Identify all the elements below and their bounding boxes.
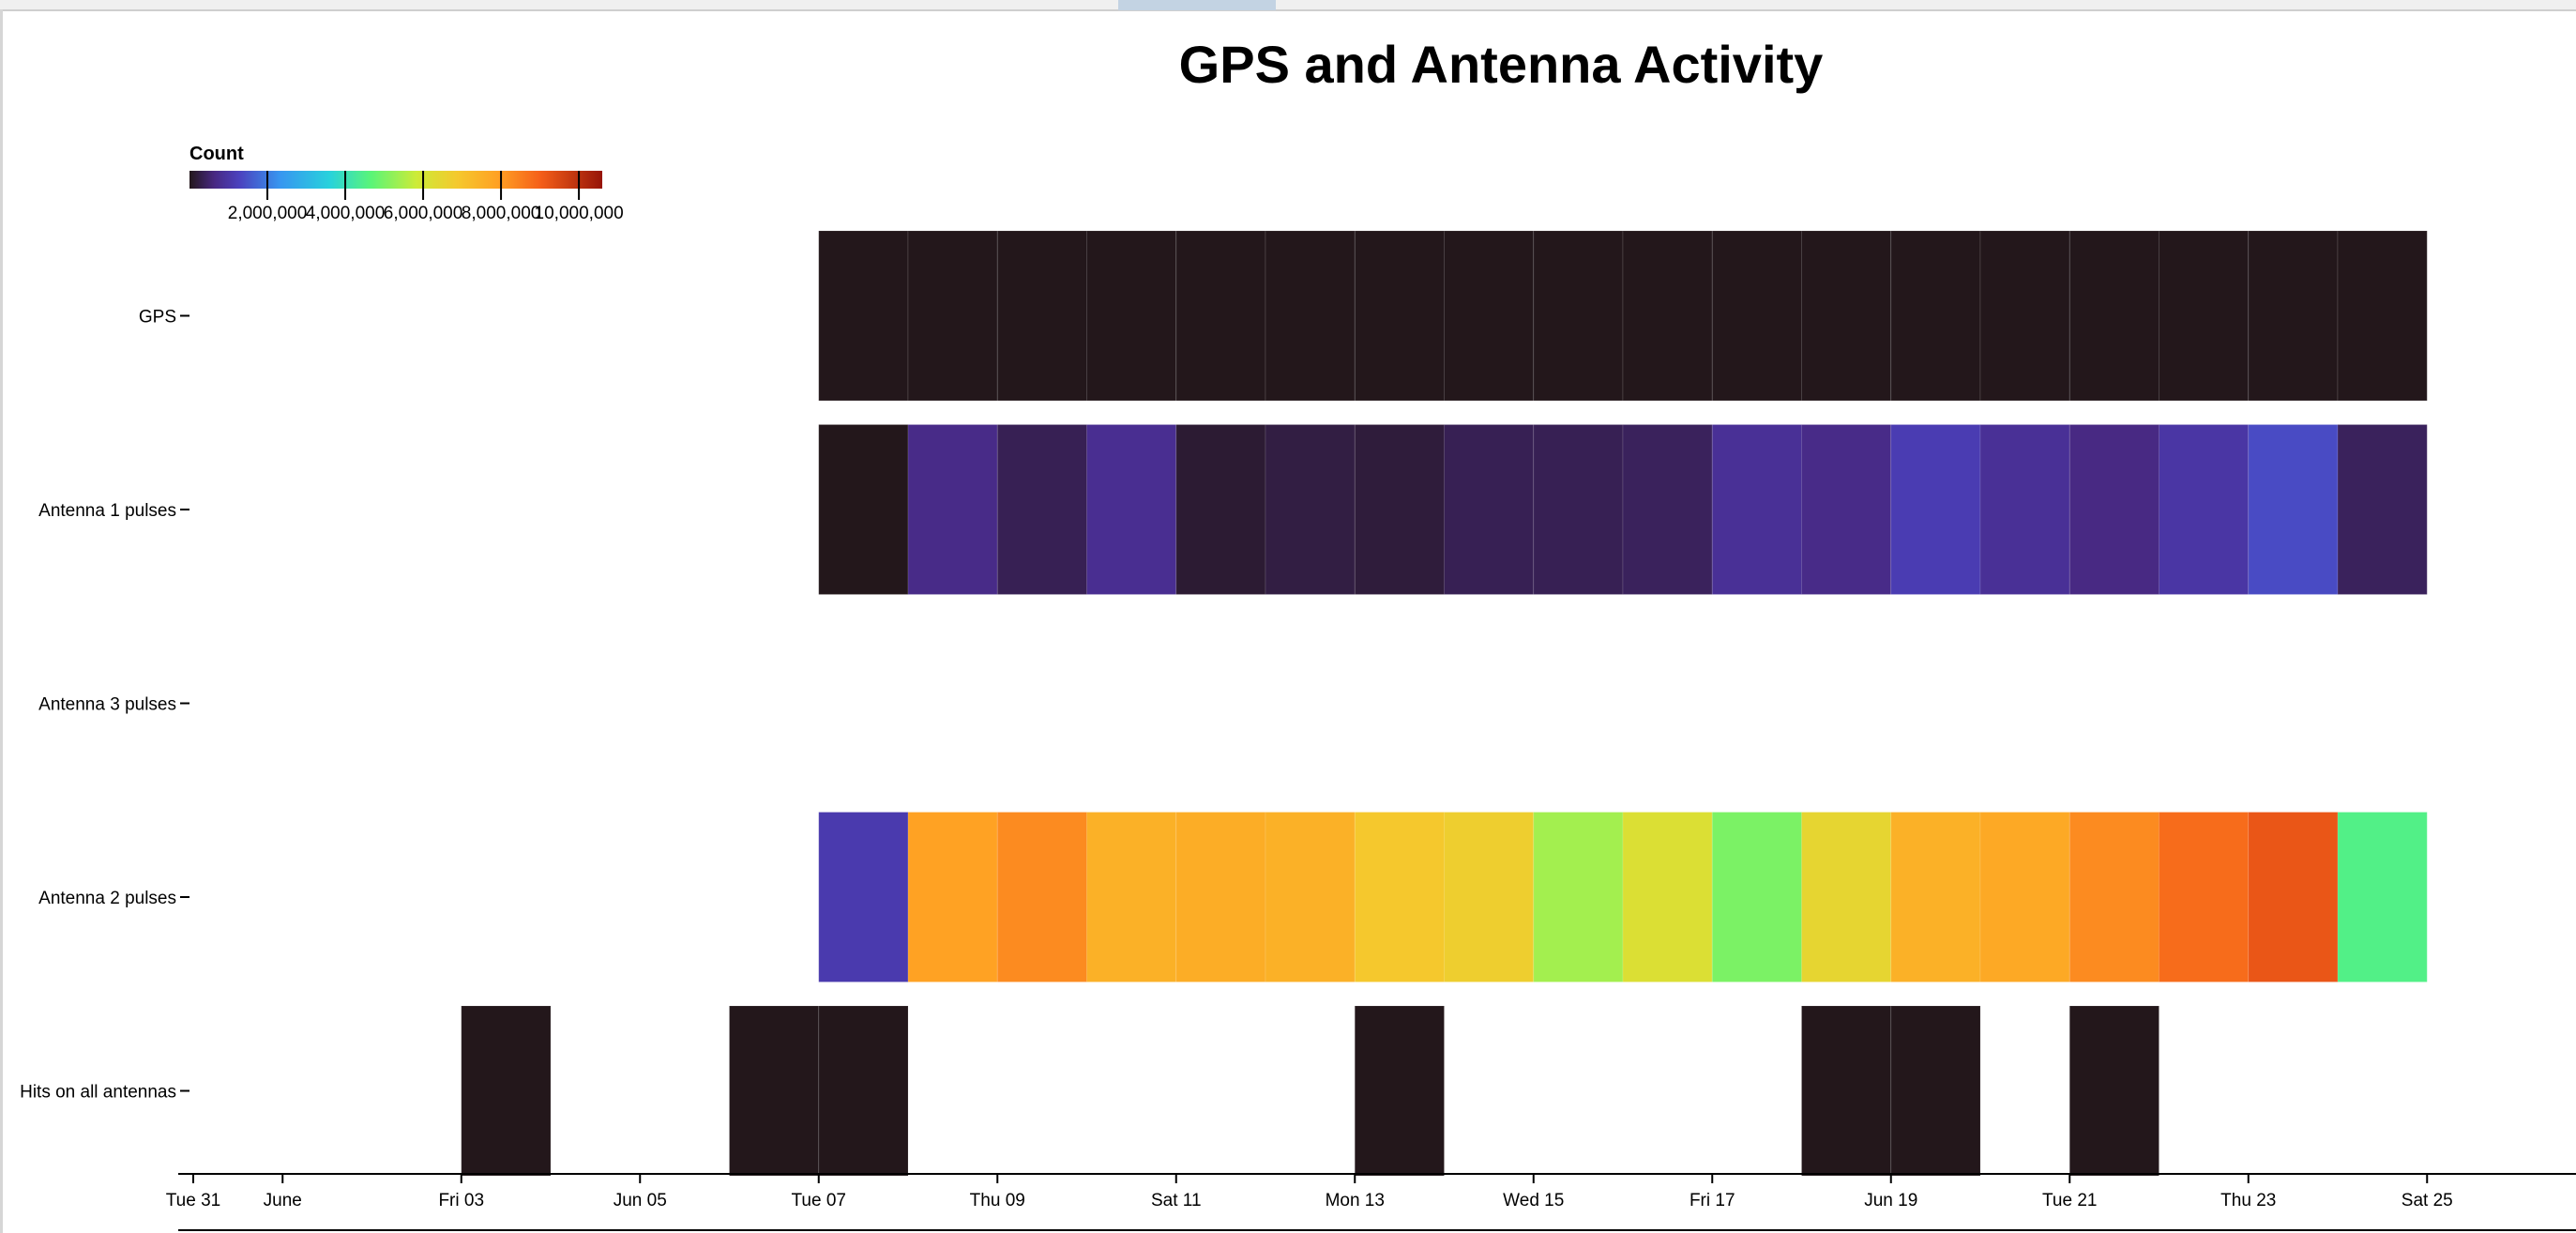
heatmap-cell xyxy=(1711,812,1802,982)
row-label: Antenna 3 pulses xyxy=(38,695,176,715)
heatmap-cell xyxy=(818,812,909,982)
heatmap-cell xyxy=(2159,424,2250,595)
heatmap-cell xyxy=(1801,812,1892,982)
heatmap-cell xyxy=(1265,230,1356,402)
heatmap-cell xyxy=(1979,424,2070,595)
heatmap-cell xyxy=(1444,812,1535,982)
legend-tick-label: 10,000,000 xyxy=(535,204,624,223)
x-tick-label: Tue 21 xyxy=(2042,1191,2097,1210)
heatmap-cell xyxy=(1444,230,1535,402)
heatmap-cell xyxy=(1801,1005,1892,1177)
scrollbar-thumb[interactable] xyxy=(1118,0,1276,10)
heatmap-cell xyxy=(1175,424,1266,595)
x-tick-label: Fri 03 xyxy=(438,1191,484,1210)
heatmap-cell xyxy=(1354,1005,1445,1177)
heatmap-cell xyxy=(1890,424,1981,595)
row-label: Hits on all antennas xyxy=(20,1083,176,1103)
legend-color-bar xyxy=(189,171,602,189)
legend-tick-label: 2,000,000 xyxy=(228,204,308,223)
x-tick-label: Mon 13 xyxy=(1326,1191,1385,1210)
heatmap-cell xyxy=(461,1005,552,1177)
x-tick-label: Jun 05 xyxy=(614,1191,667,1210)
heatmap-cell xyxy=(996,424,1087,595)
x-tick-label: Thu 23 xyxy=(2220,1191,2276,1210)
heatmap-cell xyxy=(2248,230,2339,402)
heatmap-cell xyxy=(1444,424,1535,595)
heatmap-cell xyxy=(2337,812,2428,982)
heatmap-cell xyxy=(2068,812,2159,982)
heatmap-cell xyxy=(1354,230,1445,402)
heatmap-cell xyxy=(1265,812,1356,982)
heatmap-cell xyxy=(1890,230,1981,402)
x-tick-label: Fri 17 xyxy=(1690,1191,1735,1210)
heatmap-cell xyxy=(1711,424,1802,595)
heatmap-cell xyxy=(1622,424,1713,595)
window-top-scrollbar[interactable] xyxy=(0,0,2576,11)
row-label: Antenna 1 pulses xyxy=(38,501,176,521)
legend-tick-label: 6,000,000 xyxy=(384,204,463,223)
heatmap-cells xyxy=(461,230,2428,1177)
chart-title: GPS and Antenna Activity xyxy=(1179,35,1824,94)
heatmap-cell xyxy=(2248,424,2339,595)
heatmap-cell xyxy=(996,230,1087,402)
heatmap-cell xyxy=(2248,812,2339,982)
heatmap-cell xyxy=(818,230,909,402)
heatmap-cell xyxy=(1622,812,1713,982)
heatmap-cell xyxy=(1622,230,1713,402)
heatmap-cell xyxy=(2159,230,2250,402)
color-legend: Count 2,000,0004,000,0006,000,0008,000,0… xyxy=(189,144,624,223)
heatmap-cell xyxy=(1533,424,1624,595)
heatmap-cell xyxy=(2068,1005,2159,1177)
y-axis-row-labels: GPS Antenna 1 pulses Antenna 3 pulses Anten… xyxy=(20,308,189,1103)
heatmap-cell xyxy=(1086,424,1177,595)
heatmap-cell xyxy=(818,1005,909,1177)
heatmap-cell xyxy=(1890,812,1981,982)
heatmap-cell xyxy=(818,424,909,595)
x-tick-label: Thu 09 xyxy=(970,1191,1025,1210)
legend-title: Count xyxy=(189,144,244,164)
heatmap-cell xyxy=(1979,230,2070,402)
heatmap-cell xyxy=(1354,812,1445,982)
legend-tick-label: 4,000,000 xyxy=(306,204,386,223)
x-tick-label: Tue 07 xyxy=(792,1191,846,1210)
heatmap-cell xyxy=(1533,812,1624,982)
x-tick-label: Sat 25 xyxy=(2402,1191,2453,1210)
heatmap-cell xyxy=(1175,230,1266,402)
heatmap-cell xyxy=(1801,230,1892,402)
x-tick-label: June xyxy=(264,1191,302,1210)
heatmap-cell xyxy=(1354,424,1445,595)
heatmap-cell xyxy=(2337,230,2428,402)
heatmap-cell xyxy=(1175,812,1266,982)
row-label: Antenna 2 pulses xyxy=(38,889,176,908)
heatmap-cell xyxy=(1086,230,1177,402)
row-label: GPS xyxy=(139,308,176,327)
heatmap-cell xyxy=(907,230,998,402)
heatmap-cell xyxy=(2068,424,2159,595)
heatmap-cell xyxy=(729,1005,820,1177)
heatmap-cell xyxy=(1265,424,1356,595)
heatmap-cell xyxy=(1086,812,1177,982)
heatmap-cell xyxy=(1801,424,1892,595)
x-axis: Tue 31 June Fri 03 Jun 05 Tue 07 Thu 09 Sat 11… xyxy=(166,1173,2576,1231)
window-left-border xyxy=(0,9,3,1233)
x-tick-label: Tue 31 xyxy=(166,1191,220,1210)
heatmap-cell xyxy=(2337,424,2428,595)
legend-ticks: 2,000,0004,000,0006,000,0008,000,00010,0… xyxy=(228,171,624,223)
heatmap-cell xyxy=(996,812,1087,982)
heatmap-cell xyxy=(1890,1005,1981,1177)
x-tick-label: Wed 15 xyxy=(1503,1191,1564,1210)
heatmap-cell xyxy=(2159,812,2250,982)
x-tick-label: Jun 19 xyxy=(1864,1191,1917,1210)
heatmap-cell xyxy=(2068,230,2159,402)
legend-tick-label: 8,000,000 xyxy=(462,204,541,223)
x-tick-label: Sat 11 xyxy=(1151,1191,1202,1210)
heatmap-cell xyxy=(1711,230,1802,402)
heatmap-cell xyxy=(907,424,998,595)
heatmap-cell xyxy=(907,812,998,982)
heatmap-cell xyxy=(1533,230,1624,402)
heatmap-cell xyxy=(1979,812,2070,982)
